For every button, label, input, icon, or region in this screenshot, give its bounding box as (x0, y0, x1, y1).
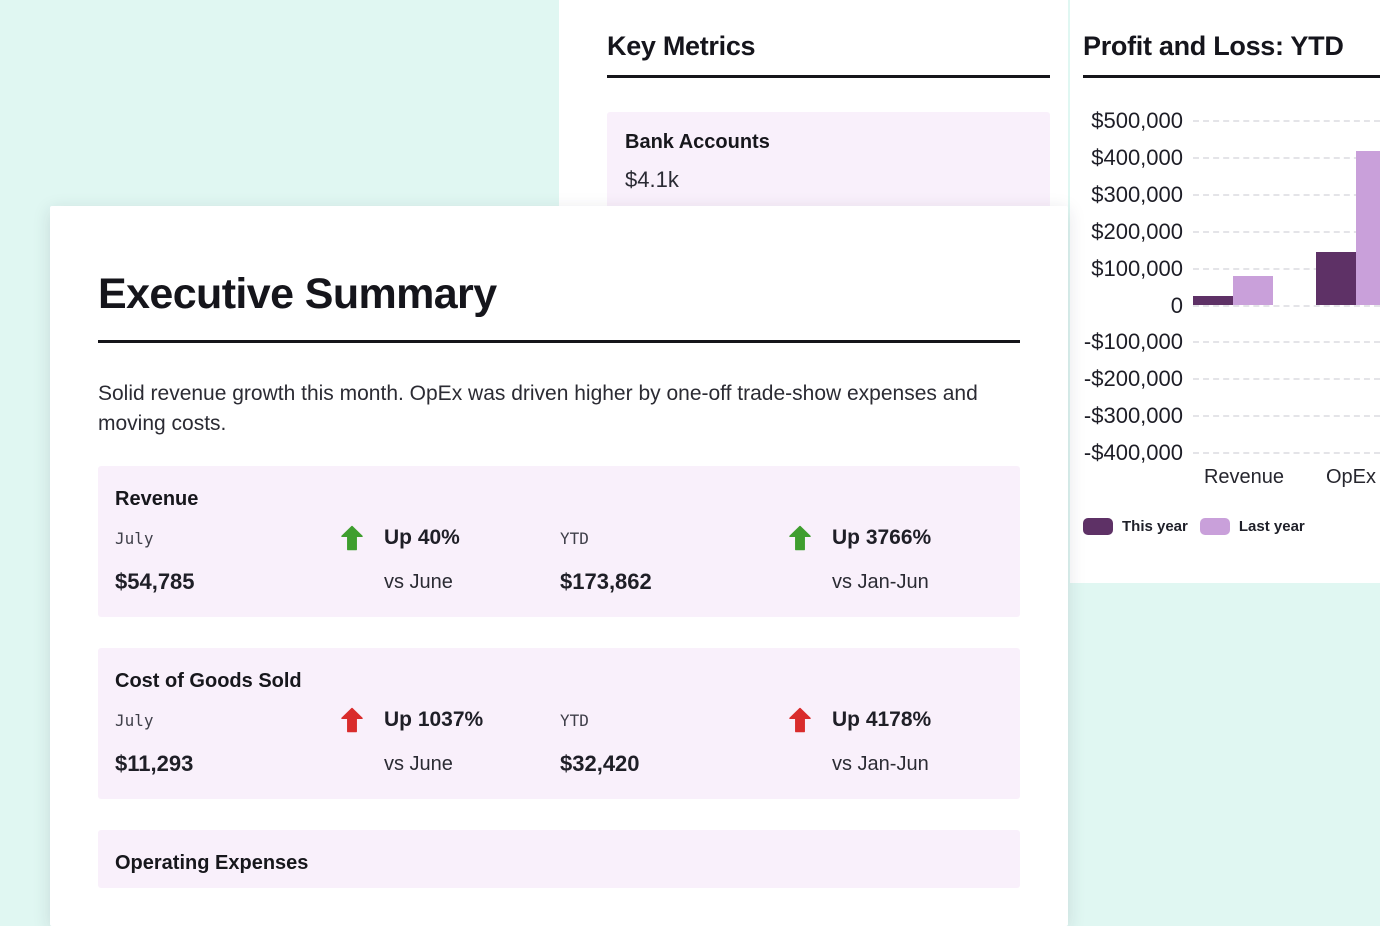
key-metrics-divider (607, 75, 1050, 78)
metric-mom-trend: Up 1037% vs June (340, 698, 560, 786)
ytd-value: $32,420 (560, 751, 640, 776)
y-axis-tick-label: $100,000 (1091, 255, 1183, 281)
y-axis-tick-label: $500,000 (1091, 108, 1183, 133)
metric-period-column: July $11,293 (115, 698, 340, 786)
x-axis-label-opex: OpEx (1325, 466, 1377, 488)
trend-text: Up 1037% (384, 708, 484, 731)
metric-card-cost-of-goods-sold[interactable]: Cost of Goods Sold July $11,293 Up 1037%… (98, 648, 1020, 799)
y-axis-tick-label: $200,000 (1091, 218, 1183, 244)
y-axis-tick-label: -$400,000 (1083, 440, 1183, 466)
metric-grid: July $54,785 Up 40% vs June YTD $173,862 (115, 516, 1003, 604)
bank-accounts-label: Bank Accounts (625, 131, 770, 153)
profit-loss-title: Profit and Loss: YTD (1083, 31, 1344, 61)
period-label: July (115, 528, 154, 548)
metric-yoy-trend: Up 4178% vs Jan-Jun (788, 698, 1003, 786)
metric-mom-trend: Up 40% vs June (340, 516, 560, 604)
gridline-400-000 (1193, 452, 1380, 455)
y-axis-tick-label: -$100,000 (1083, 329, 1183, 355)
y-axis-tick-label: -$200,000 (1083, 366, 1183, 392)
bank-accounts-value: $4.1k (625, 167, 679, 192)
gridline-300-000 (1193, 193, 1380, 196)
gridline-200-000 (1193, 230, 1380, 233)
executive-summary-paragraph: Solid revenue growth this month. OpEx wa… (98, 382, 978, 435)
y-axis-tick-label: $300,000 (1091, 181, 1183, 207)
arrow-up-icon (788, 525, 812, 551)
gridline-200-000 (1193, 378, 1380, 381)
ytd-label: YTD (560, 710, 589, 730)
legend-swatch-this-year (1083, 518, 1113, 535)
period-value: $54,785 (115, 569, 195, 594)
gridline-300-000 (1193, 415, 1380, 418)
gridline-500-000 (1193, 120, 1380, 122)
y-axis-tick-label: $400,000 (1091, 144, 1183, 170)
trend-comparison-label: vs June (384, 570, 453, 593)
arrow-up-icon (788, 707, 812, 733)
metric-yoy-trend: Up 3766% vs Jan-Jun (788, 516, 1003, 604)
legend-item-this-year[interactable]: This year (1083, 518, 1188, 535)
metric-title: Operating Expenses (115, 852, 309, 874)
y-axis-tick-label: 0 (1170, 292, 1183, 318)
trend-text: Up 40% (384, 526, 460, 549)
period-value: $11,293 (115, 751, 194, 776)
metric-card-revenue[interactable]: Revenue July $54,785 Up 40% vs June YTD … (98, 466, 1020, 617)
bar-this-year-opex[interactable] (1316, 251, 1356, 306)
metric-ytd-column: YTD $32,420 (560, 698, 788, 786)
legend-swatch-last-year (1199, 518, 1230, 535)
trend-comparison-label: vs Jan-Jun (832, 570, 929, 593)
profit-loss-panel: Profit and Loss: YTD $500,000 $400,000 $30… (1070, 0, 1380, 583)
gridline-400-000 (1193, 156, 1380, 159)
trend-comparison-label: vs Jan-Jun (832, 752, 929, 775)
executive-summary-card: Executive Summary Solid revenue growth t… (50, 206, 1068, 926)
bar-this-year-revenue[interactable] (1193, 296, 1233, 306)
trend-text: Up 4178% (832, 708, 932, 731)
key-metrics-title: Key Metrics (607, 31, 756, 61)
metrics-list: Revenue July $54,785 Up 40% vs June YTD … (98, 466, 1020, 888)
gridline-100-000 (1193, 267, 1380, 270)
period-label: July (115, 710, 154, 730)
trend-text: Up 3766% (832, 526, 932, 549)
bar-last-year-opex[interactable] (1356, 150, 1380, 306)
executive-summary-title: Executive Summary (98, 270, 497, 318)
metric-title: Cost of Goods Sold (115, 670, 302, 692)
metric-ytd-column: YTD $173,862 (560, 516, 788, 604)
arrow-up-icon (340, 525, 364, 551)
legend-label: Last year (1238, 518, 1305, 535)
executive-summary-divider (98, 340, 1020, 343)
arrow-up-icon (340, 707, 364, 733)
chart-legend: This year Last year (1083, 518, 1305, 535)
x-axis-label-revenue: Revenue (1203, 466, 1285, 488)
gridline-100-000 (1193, 341, 1380, 344)
gridline-0 (1193, 304, 1380, 307)
legend-item-last-year[interactable]: Last year (1199, 518, 1305, 535)
page-background: { "page": { "background_color": "#e0f7f2… (50, 0, 1380, 926)
trend-comparison-label: vs June (384, 752, 453, 775)
y-axis-tick-label: -$300,000 (1083, 403, 1183, 429)
profit-loss-bar-chart: $500,000 $400,000 $300,000 $200,000 $100,000… (1070, 0, 1380, 583)
ytd-value: $173,862 (560, 569, 652, 594)
ytd-label: YTD (560, 528, 589, 548)
metric-period-column: July $54,785 (115, 516, 340, 604)
metric-grid: July $11,293 Up 1037% vs June YTD $32,42… (115, 698, 1003, 786)
profit-loss-divider (1083, 75, 1380, 78)
bar-last-year-revenue[interactable] (1233, 275, 1273, 306)
metric-title: Revenue (115, 488, 199, 510)
metric-card-operating-expenses[interactable]: Operating Expenses (98, 830, 1020, 888)
legend-label: This year (1122, 518, 1188, 535)
